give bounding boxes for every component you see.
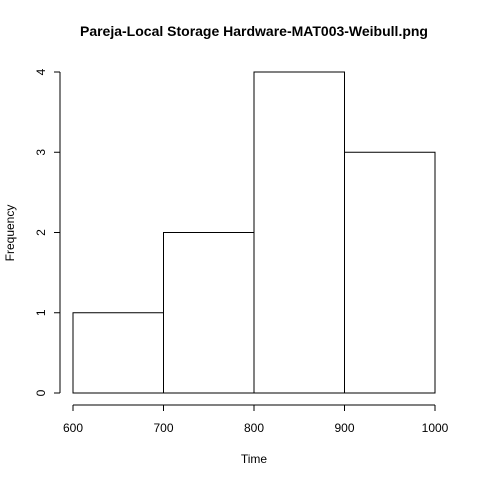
x-axis-label: Time: [241, 452, 268, 466]
histogram-bar-0: [72, 312, 164, 394]
y-axis-label: Frequency: [3, 205, 17, 262]
x-axis: 600 700 800 900 1000: [63, 404, 449, 435]
x-tick-label: 1000: [422, 421, 449, 435]
histogram-bar-2: [253, 71, 345, 394]
chart-title: Pareja-Local Storage Hardware-MAT003-Wei…: [80, 23, 428, 39]
histogram-bar-1: [163, 232, 255, 394]
x-tick-label: 600: [63, 421, 83, 435]
y-tick-label: 1: [34, 309, 48, 316]
x-tick-label: 700: [153, 421, 173, 435]
x-tick-label: 800: [244, 421, 264, 435]
y-tick-label: 3: [34, 149, 48, 156]
y-tick-label: 2: [34, 229, 48, 236]
x-tick-label: 900: [334, 421, 354, 435]
histogram-bar-3: [344, 151, 436, 394]
y-axis: 0 1 2 3 4: [34, 68, 61, 396]
y-tick-label: 4: [34, 68, 48, 75]
y-tick-label: 0: [34, 389, 48, 396]
bars-layer: [72, 71, 436, 394]
